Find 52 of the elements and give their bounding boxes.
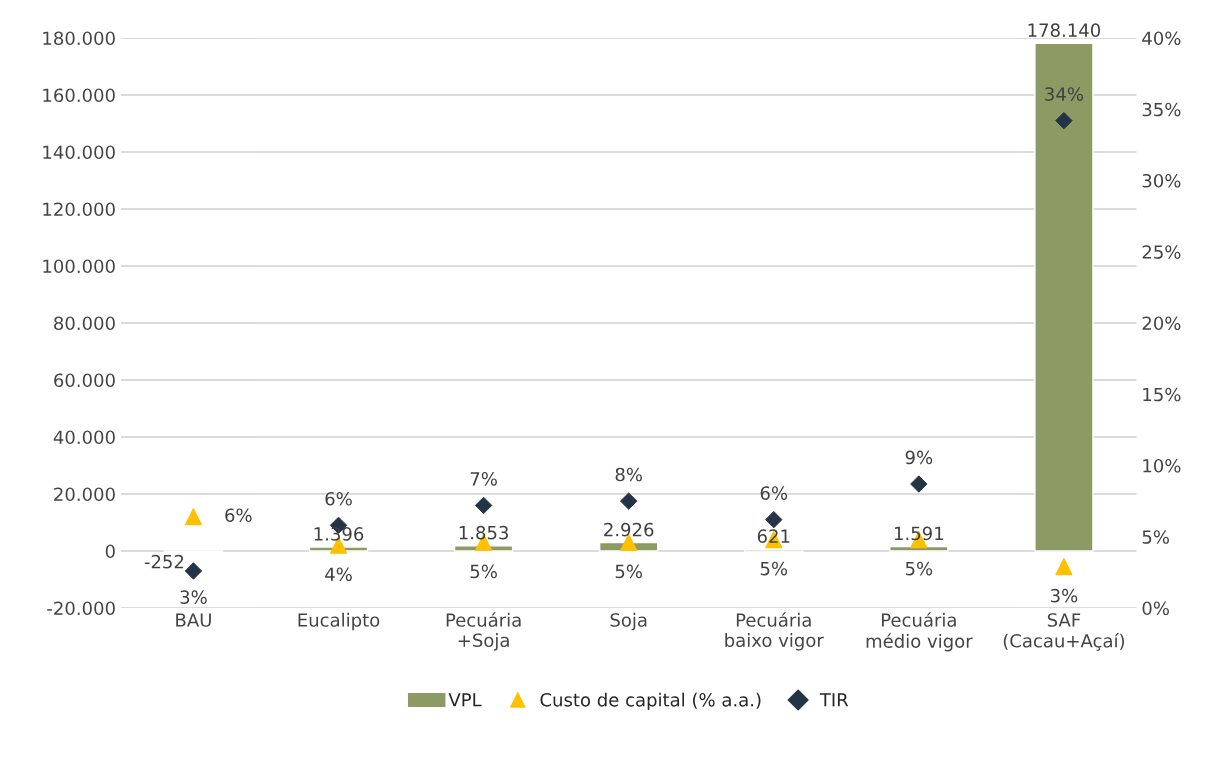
data-label: 34% <box>1045 87 1083 101</box>
x-tick-label: SAF (Cacau+Açaí) <box>1003 613 1125 651</box>
y2-tick-label: 25% <box>1142 245 1181 259</box>
y-tick-label: 80.000 <box>54 316 115 331</box>
y-tick-label: -20.000 <box>47 601 115 616</box>
y-tick-label: 120.000 <box>43 202 115 217</box>
data-label: 1.853 <box>459 525 508 540</box>
y2-tick-label: 20% <box>1142 316 1181 331</box>
data-label: 5% <box>470 564 497 579</box>
y-tick-label: 0 <box>105 544 115 559</box>
data-label: 8% <box>615 467 643 482</box>
data-label: -252 <box>144 554 184 569</box>
y-tick-label: 160.000 <box>43 88 115 103</box>
point <box>1055 558 1073 576</box>
data-label: 7% <box>470 471 497 486</box>
y-tick-label: 180.000 <box>43 31 115 46</box>
data-label: 178.140 <box>1028 23 1101 38</box>
legend-label: Custo de capital (% a.a.) <box>540 692 761 711</box>
data-label: 6% <box>225 508 252 523</box>
legend-label: VPL <box>448 693 482 707</box>
y-tick-label: 100.000 <box>43 259 115 274</box>
y-tick-label: 140.000 <box>43 145 115 160</box>
y2-tick-label: 40% <box>1142 31 1181 46</box>
y2-tick-label: 10% <box>1143 458 1181 473</box>
data-label: 5% <box>615 564 643 579</box>
y2-tick-label: 35% <box>1142 102 1181 117</box>
data-label: 5% <box>905 561 933 576</box>
bar <box>1034 42 1094 552</box>
data-label: 3% <box>180 590 207 604</box>
y-tick-label: 60.000 <box>54 373 115 388</box>
x-tick-label: BAU <box>176 613 211 627</box>
y2-tick-label: 0% <box>1142 601 1169 616</box>
x-tick-label: Pecuária médio vigor <box>866 612 973 652</box>
y2-tick-label: 5% <box>1142 530 1169 544</box>
data-label: 1.591 <box>894 526 944 541</box>
legend-label: TIR <box>819 693 849 707</box>
point <box>184 508 202 526</box>
y-tick-label: 40.000 <box>53 430 115 445</box>
data-label: 6% <box>325 491 352 506</box>
data-label: 9% <box>905 450 933 465</box>
x-tick-label: Soja <box>610 612 647 631</box>
y-tick-label: 20.000 <box>54 487 115 502</box>
data-label: 3% <box>1050 588 1078 603</box>
x-tick-label: Pecuária +Soja <box>446 612 521 651</box>
data-label: 5% <box>760 561 788 576</box>
x-tick-label: Eucalipto <box>298 612 380 631</box>
y2-tick-label: 30% <box>1142 173 1181 188</box>
y2-tick-label: 15% <box>1143 387 1181 402</box>
data-label: 2.926 <box>604 522 654 537</box>
data-label: 6% <box>760 486 788 500</box>
data-label: 4% <box>325 567 352 582</box>
x-tick-label: Pecuária baixo vigor <box>725 612 824 651</box>
